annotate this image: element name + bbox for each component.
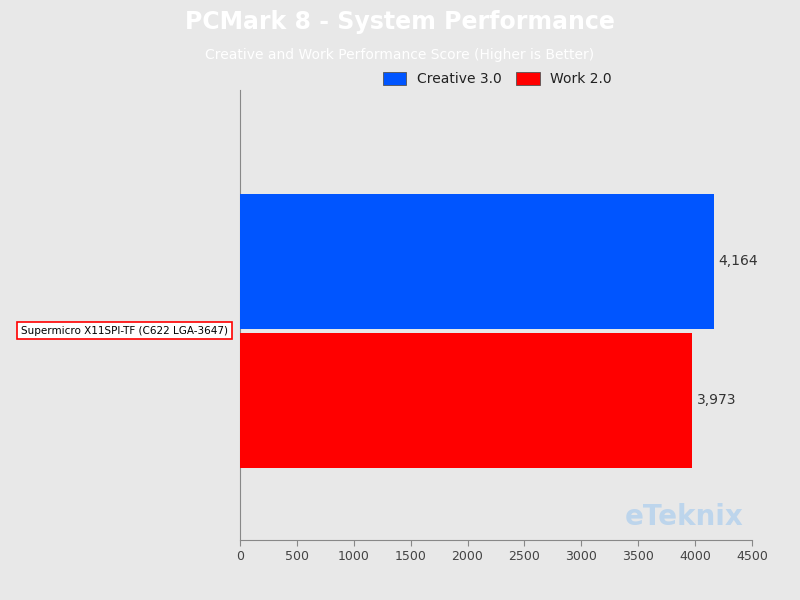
Text: 3,973: 3,973: [697, 394, 736, 407]
Text: Creative 3.0: Creative 3.0: [417, 71, 502, 86]
Bar: [383, 72, 406, 85]
Bar: [240, 333, 692, 468]
Bar: [240, 193, 714, 329]
Text: 4,164: 4,164: [718, 254, 758, 268]
Text: eTeknix: eTeknix: [626, 503, 744, 531]
Text: Creative and Work Performance Score (Higher is Better): Creative and Work Performance Score (Hig…: [206, 48, 594, 62]
Text: Supermicro X11SPI-TF (C622 LGA-3647): Supermicro X11SPI-TF (C622 LGA-3647): [21, 326, 228, 336]
Text: Work 2.0: Work 2.0: [550, 71, 611, 86]
Text: PCMark 8 - System Performance: PCMark 8 - System Performance: [185, 10, 615, 34]
Bar: [517, 72, 539, 85]
